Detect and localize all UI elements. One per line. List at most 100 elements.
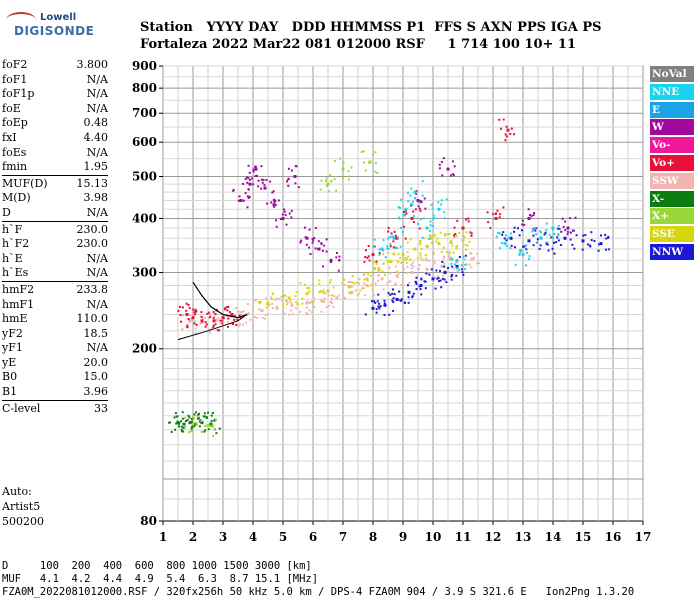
data-point-w: [293, 174, 297, 178]
data-point-x-: [202, 415, 205, 418]
data-point-sse: [318, 279, 321, 282]
data-point-nne: [422, 217, 425, 220]
data-point-ssw: [208, 331, 211, 334]
data-point-sse: [396, 270, 399, 273]
data-point-x-: [170, 430, 173, 433]
data-point-ssw: [283, 312, 286, 315]
data-point-sse: [413, 247, 417, 251]
data-point-w: [294, 182, 297, 185]
data-point-vo-: [200, 315, 203, 318]
data-point-nnw: [538, 247, 541, 250]
data-point-nne: [453, 263, 456, 266]
data-point-w: [521, 223, 524, 226]
data-point-sse: [394, 245, 397, 248]
data-point-w: [440, 160, 443, 163]
param-row-fof2: foF2 3.800: [2, 58, 108, 73]
data-point-vo-: [186, 324, 189, 327]
param-value: N/A: [86, 101, 108, 115]
data-point-sse: [312, 283, 315, 286]
data-point-x-: [211, 412, 214, 415]
data-point-x-: [182, 430, 185, 433]
data-point-sse: [367, 273, 370, 276]
data-point-nne: [500, 241, 503, 244]
data-point-x-: [347, 169, 350, 172]
data-point-w: [424, 207, 427, 210]
data-point-sse: [330, 294, 333, 297]
data-point-vo-: [192, 308, 195, 311]
data-point-w: [304, 236, 307, 239]
data-point-nne: [382, 249, 385, 252]
data-point-nnw: [607, 248, 610, 251]
data-point-x-: [329, 174, 332, 177]
data-point-ssw: [201, 317, 204, 320]
data-point-nnw: [509, 236, 513, 240]
data-point-vo-: [185, 312, 189, 316]
data-point-nnw: [553, 252, 556, 255]
data-point-ssw: [323, 297, 326, 300]
data-point-w: [272, 190, 275, 193]
data-point-ssw: [389, 272, 392, 275]
param-separator: [2, 280, 108, 282]
data-point-ssw: [305, 306, 308, 309]
data-point-nne: [425, 226, 429, 230]
polarization-legend: NoVal NNE E W Vo- Vo+ SSW X- X+ SSE NNW: [650, 66, 694, 262]
data-point-vo-: [212, 316, 215, 319]
data-point-nne: [409, 194, 412, 197]
data-point-nnw: [586, 243, 589, 246]
data-point-x-: [198, 420, 201, 423]
data-point-vo-: [195, 309, 198, 312]
data-point-ssw: [195, 332, 198, 335]
data-point-w: [311, 238, 314, 241]
data-point-nnw: [393, 293, 396, 296]
data-point-ssw: [264, 313, 267, 316]
data-point-x-: [190, 417, 193, 420]
data-point-sse: [384, 273, 387, 276]
data-point-sse: [422, 258, 425, 261]
data-point-x-: [211, 424, 214, 427]
data-point-x-: [193, 413, 196, 416]
data-point-nne: [387, 247, 390, 250]
data-point-x-: [174, 428, 177, 431]
data-point-ssw: [208, 328, 211, 331]
data-point-nne: [497, 231, 500, 234]
data-point-w: [558, 227, 561, 230]
data-point-ssw: [395, 282, 398, 285]
data-point-sse: [271, 292, 274, 295]
data-point-nnw: [605, 237, 608, 240]
data-point-sse: [301, 302, 304, 305]
param-value: 230.0: [76, 237, 109, 251]
data-point-ssw: [215, 310, 218, 313]
y-tick-label: 80: [140, 514, 157, 528]
data-point-nnw: [455, 274, 458, 277]
param-label: foF1: [2, 72, 28, 86]
data-point-w: [527, 208, 530, 211]
data-point-ssw: [434, 261, 437, 264]
data-point-w: [275, 219, 278, 222]
data-point-ssw: [213, 315, 216, 318]
data-point-ssw: [427, 271, 430, 274]
param-label: h`Es: [2, 266, 29, 280]
data-point-nne: [464, 268, 467, 271]
data-point-w: [260, 165, 263, 168]
data-point-w: [244, 192, 247, 195]
data-point-ssw: [261, 316, 264, 319]
data-point-w: [265, 179, 268, 182]
data-point-nne: [397, 206, 400, 209]
data-point-w: [275, 225, 278, 228]
data-point-nnw: [557, 239, 560, 242]
data-point-vo-: [419, 209, 422, 212]
data-point-vo-: [219, 319, 222, 322]
data-point-ssw: [308, 302, 311, 305]
data-point-sse: [424, 254, 427, 257]
data-point-w: [451, 173, 454, 176]
data-point-nnw: [419, 283, 423, 287]
data-point-sse: [430, 237, 433, 240]
data-point-x-: [210, 425, 213, 428]
data-point-x-: [189, 429, 192, 432]
data-point-nnw: [383, 302, 386, 305]
data-point-ssw: [410, 263, 413, 266]
data-point-nne: [398, 206, 401, 209]
data-point-nne: [394, 246, 397, 249]
data-point-ssw: [204, 316, 207, 319]
param-label: foEp: [2, 116, 28, 130]
